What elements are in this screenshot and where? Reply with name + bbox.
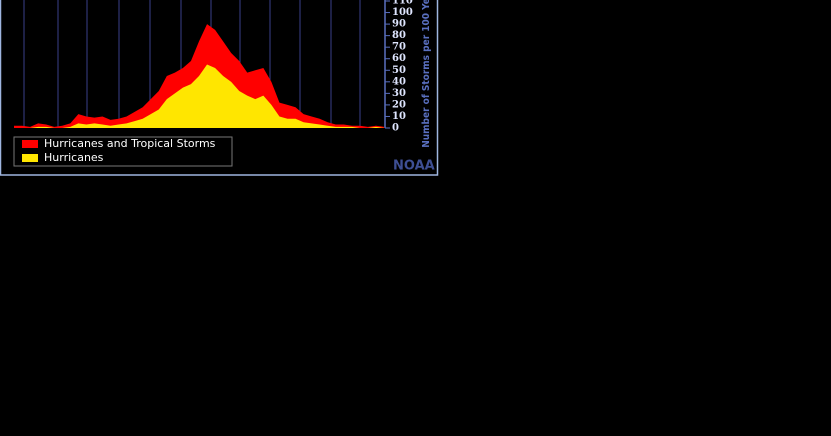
y-tick-label: 60 xyxy=(392,53,406,64)
plot-area xyxy=(14,0,384,128)
legend-label: Hurricanes and Tropical Storms xyxy=(44,137,216,150)
area xyxy=(14,64,384,128)
y-tick-label: 50 xyxy=(392,65,406,76)
y-tick-label: 100 xyxy=(392,7,413,18)
y-tick-label: 80 xyxy=(392,30,406,41)
y-tick-label: 110 xyxy=(392,0,413,7)
legend-label: Hurricanes xyxy=(44,151,104,164)
y-tick-label: 70 xyxy=(392,42,406,53)
legend-swatch xyxy=(22,140,38,148)
legend-swatch xyxy=(22,154,38,162)
y-axis-title: Number of Storms per 100 Years xyxy=(421,0,432,148)
credit: NOAA xyxy=(393,159,435,174)
y-tick-label: 10 xyxy=(392,111,406,122)
y-tick-label: 40 xyxy=(392,76,406,87)
y-tick-label: 20 xyxy=(392,99,406,110)
legend xyxy=(13,136,233,167)
y-tick-label: 0 xyxy=(392,123,399,134)
y-tick-label: 30 xyxy=(392,88,406,99)
y-tick-label: 90 xyxy=(392,19,406,30)
